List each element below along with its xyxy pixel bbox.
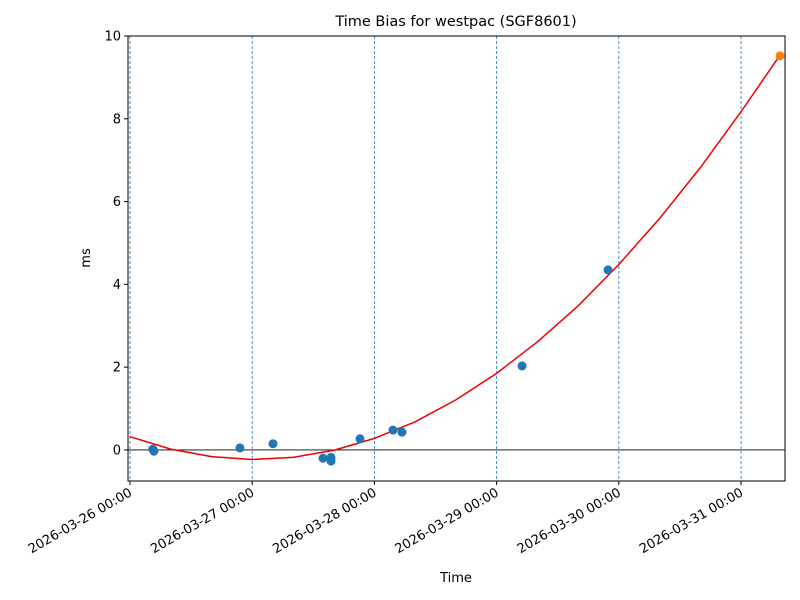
data-point — [775, 51, 785, 61]
plot-frame — [127, 35, 786, 482]
chart-title: Time Bias for westpac (SGF8601) — [334, 14, 576, 30]
x-axis-label: Time — [439, 571, 472, 586]
data-point — [235, 443, 245, 453]
y-tick-label: 0 — [113, 443, 121, 458]
data-point — [397, 427, 407, 437]
y-tick-label: 2 — [113, 361, 121, 376]
data-point — [603, 265, 613, 275]
y-tick-label: 4 — [113, 278, 121, 293]
y-tick-label: 6 — [113, 195, 121, 210]
data-point — [326, 456, 336, 466]
data-point — [388, 425, 398, 435]
data-point — [517, 361, 527, 371]
y-tick-label: 8 — [113, 112, 121, 127]
data-point — [149, 446, 159, 456]
data-point — [318, 453, 328, 463]
y-tick-label: 10 — [104, 30, 121, 45]
data-point — [268, 439, 278, 449]
fit-line — [129, 52, 783, 461]
y-axis-label: ms — [79, 248, 94, 268]
data-point — [355, 434, 365, 444]
